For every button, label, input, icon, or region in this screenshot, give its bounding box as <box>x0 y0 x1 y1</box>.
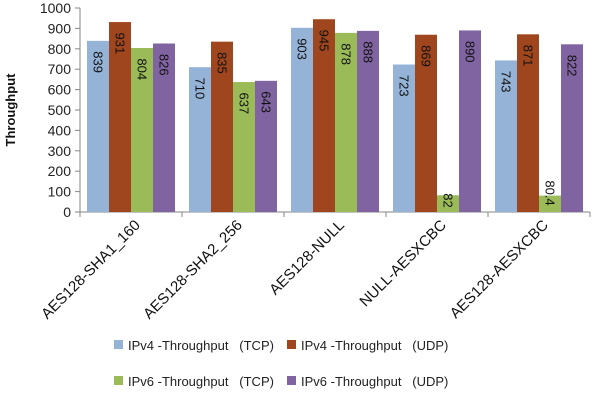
data-label-4-3: 888 <box>361 41 376 63</box>
y-tick-label: 200 <box>48 163 72 179</box>
y-tick-label: 700 <box>48 61 72 77</box>
bar-4-2 <box>255 80 277 212</box>
bar-3-5 <box>539 195 561 212</box>
data-label-1-3: 903 <box>295 38 310 60</box>
y-tick-label: 400 <box>48 122 72 138</box>
legend-swatch-4 <box>287 376 296 385</box>
data-label-3-5: 80.4 <box>543 180 558 205</box>
data-label-1-5: 743 <box>499 71 514 93</box>
legend: IPv4 -Throughput (TCP) IPv4 -Throughput (… <box>114 338 448 389</box>
legend-swatch-3 <box>114 376 123 385</box>
bar-3-3 <box>335 32 357 212</box>
category-label-1: AES128-SHA1_160 <box>38 217 144 323</box>
y-axis-title: Throughput <box>3 73 18 147</box>
data-label-2-3: 945 <box>317 30 332 52</box>
y-tick-label: 900 <box>48 20 72 36</box>
data-label-4-1: 826 <box>157 54 172 76</box>
legend-swatch-1 <box>114 340 123 349</box>
bar-3-2 <box>233 82 255 212</box>
legend-label-3: IPv6 -Throughput (TCP) <box>128 374 274 389</box>
legend-label-4: IPv6 -Throughput (UDP) <box>301 374 448 389</box>
bar-1-5 <box>495 60 517 212</box>
data-label-2-2: 835 <box>215 52 230 74</box>
legend-label-1: IPv4 -Throughput (TCP) <box>128 338 274 353</box>
category-label-5: AES128-AESXCBC <box>447 217 552 322</box>
y-tick-label: 600 <box>48 82 72 98</box>
category-label-4: NULL-AESXCBC <box>356 217 449 310</box>
data-label-1-2: 710 <box>193 78 208 100</box>
bar-3-1 <box>131 47 153 212</box>
data-label-2-5: 871 <box>521 45 536 67</box>
data-label-3-3: 878 <box>339 43 354 65</box>
data-label-1-1: 839 <box>91 51 106 73</box>
bar-1-2 <box>189 67 211 212</box>
data-label-4-4: 890 <box>463 41 478 63</box>
bar-4-5 <box>561 44 583 213</box>
y-tick-label: 1000 <box>40 0 71 16</box>
data-labels: 839 931 804 826 710 835 637 643 903 945 878 888 723 8… <box>91 30 580 208</box>
bar-2-3 <box>313 19 335 212</box>
bar-4-3 <box>357 30 379 213</box>
data-label-2-4: 869 <box>419 45 434 67</box>
bar-4-4 <box>459 30 481 212</box>
legend-label-2: IPv4 -Throughput (UDP) <box>301 338 448 353</box>
bar-1-3 <box>291 27 313 213</box>
bar-1-4 <box>393 64 415 213</box>
y-tick-label: 800 <box>48 41 72 57</box>
bar-2-4 <box>415 34 437 212</box>
y-tick-label: 500 <box>48 102 72 118</box>
bar-2-2 <box>211 41 233 212</box>
data-label-3-2: 637 <box>237 92 252 114</box>
y-tick-label: 300 <box>48 143 72 159</box>
data-label-4-2: 643 <box>259 91 274 113</box>
legend-swatch-2 <box>287 340 296 349</box>
category-label-2: AES128-SHA2_256 <box>140 217 246 323</box>
data-label-3-1: 804 <box>135 58 150 80</box>
category-label-3: AES128-NULL <box>266 217 348 299</box>
y-tick-label: 0 <box>63 204 71 220</box>
data-label-1-4: 723 <box>397 75 412 97</box>
bar-4-1 <box>153 43 175 212</box>
bar-3-4 <box>437 195 459 212</box>
bar-1-1 <box>87 40 109 213</box>
bar-2-1 <box>109 22 131 212</box>
bar-2-5 <box>517 34 539 212</box>
data-label-4-5: 822 <box>565 55 580 77</box>
bars <box>87 19 583 213</box>
data-label-2-1: 931 <box>113 32 128 54</box>
y-tick-label: 100 <box>48 184 72 200</box>
data-label-3-4: 82 <box>441 193 456 207</box>
